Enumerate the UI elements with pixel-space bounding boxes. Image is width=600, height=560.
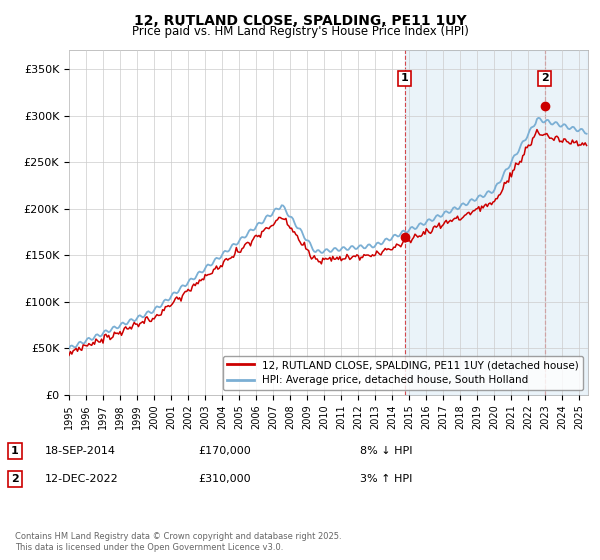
Text: 1: 1 [11, 446, 19, 456]
Text: 12, RUTLAND CLOSE, SPALDING, PE11 1UY: 12, RUTLAND CLOSE, SPALDING, PE11 1UY [134, 14, 466, 28]
Text: £310,000: £310,000 [198, 474, 251, 484]
Text: £170,000: £170,000 [198, 446, 251, 456]
Text: 18-SEP-2014: 18-SEP-2014 [45, 446, 116, 456]
Text: 8% ↓ HPI: 8% ↓ HPI [360, 446, 413, 456]
Legend: 12, RUTLAND CLOSE, SPALDING, PE11 1UY (detached house), HPI: Average price, deta: 12, RUTLAND CLOSE, SPALDING, PE11 1UY (d… [223, 356, 583, 390]
Text: 3% ↑ HPI: 3% ↑ HPI [360, 474, 412, 484]
Text: Price paid vs. HM Land Registry's House Price Index (HPI): Price paid vs. HM Land Registry's House … [131, 25, 469, 38]
Text: 1: 1 [401, 73, 409, 83]
Text: 2: 2 [11, 474, 19, 484]
Text: 2: 2 [541, 73, 548, 83]
Text: 12-DEC-2022: 12-DEC-2022 [45, 474, 119, 484]
Text: Contains HM Land Registry data © Crown copyright and database right 2025.
This d: Contains HM Land Registry data © Crown c… [15, 532, 341, 552]
